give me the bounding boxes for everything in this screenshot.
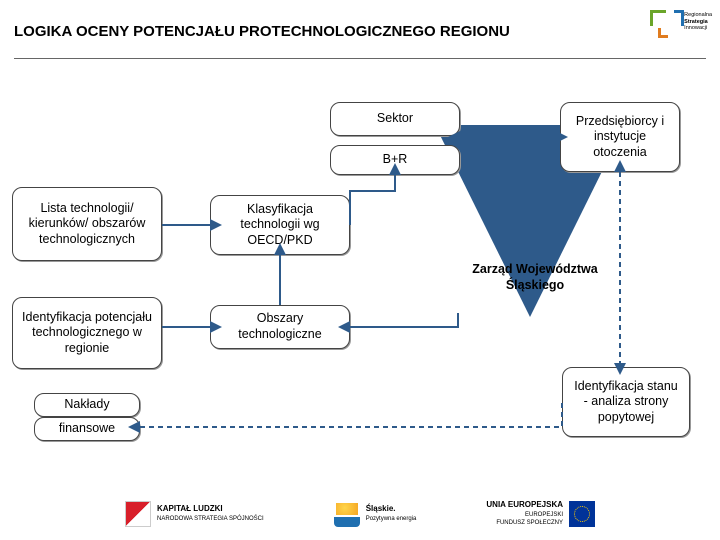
logo-eu: UNIA EUROPEJSKAEUROPEJSKI FUNDUSZ SPOŁEC… [486, 501, 595, 527]
box-br: B+R [330, 145, 460, 175]
diagram-canvas: Sektor B+R Przedsiębiorcy i instytucje o… [0, 67, 720, 487]
logo-kapital-ludzki: KAPITAŁ LUDZKINARODOWA STRATEGIA SPÓJNOŚ… [125, 501, 264, 527]
page-title: LOGIKA OCENY POTENCJAŁU PROTECHNOLOGICZN… [14, 23, 510, 40]
box-sektor: Sektor [330, 102, 460, 136]
box-obszary: Obszary technologiczne [210, 305, 350, 349]
box-lista-technologii: Lista technologii/ kierunków/ obszarów t… [12, 187, 162, 261]
box-naklady-2: finansowe [34, 417, 140, 441]
rsi-text-3: Innowacji [684, 25, 712, 32]
box-przedsiebiorcy: Przedsiębiorcy i instytucje otoczenia [560, 102, 680, 172]
logo-slaskie: Śląskie.Pozytywna energia [334, 501, 417, 527]
box-naklady-1: Nakłady [34, 393, 140, 417]
rsi-text-1: Regionalna [684, 12, 712, 19]
footer-logos: KAPITAŁ LUDZKINARODOWA STRATEGIA SPÓJNOŚ… [0, 488, 720, 540]
box-klasyfikacja: Klasyfikacja technologii wg OECD/PKD [210, 195, 350, 255]
box-identyfikacja-potencjalu: Identyfikacja potencjału technologiczneg… [12, 297, 162, 369]
text-zarzad: Zarząd Województwa Śląskiego [470, 262, 600, 293]
rsi-text-2: Strategia [684, 19, 712, 26]
rsi-logo: Regionalna Strategia Innowacji [650, 10, 706, 52]
title-divider [14, 58, 706, 59]
box-identyfikacja-stanu: Identyfikacja stanu - analiza strony pop… [562, 367, 690, 437]
